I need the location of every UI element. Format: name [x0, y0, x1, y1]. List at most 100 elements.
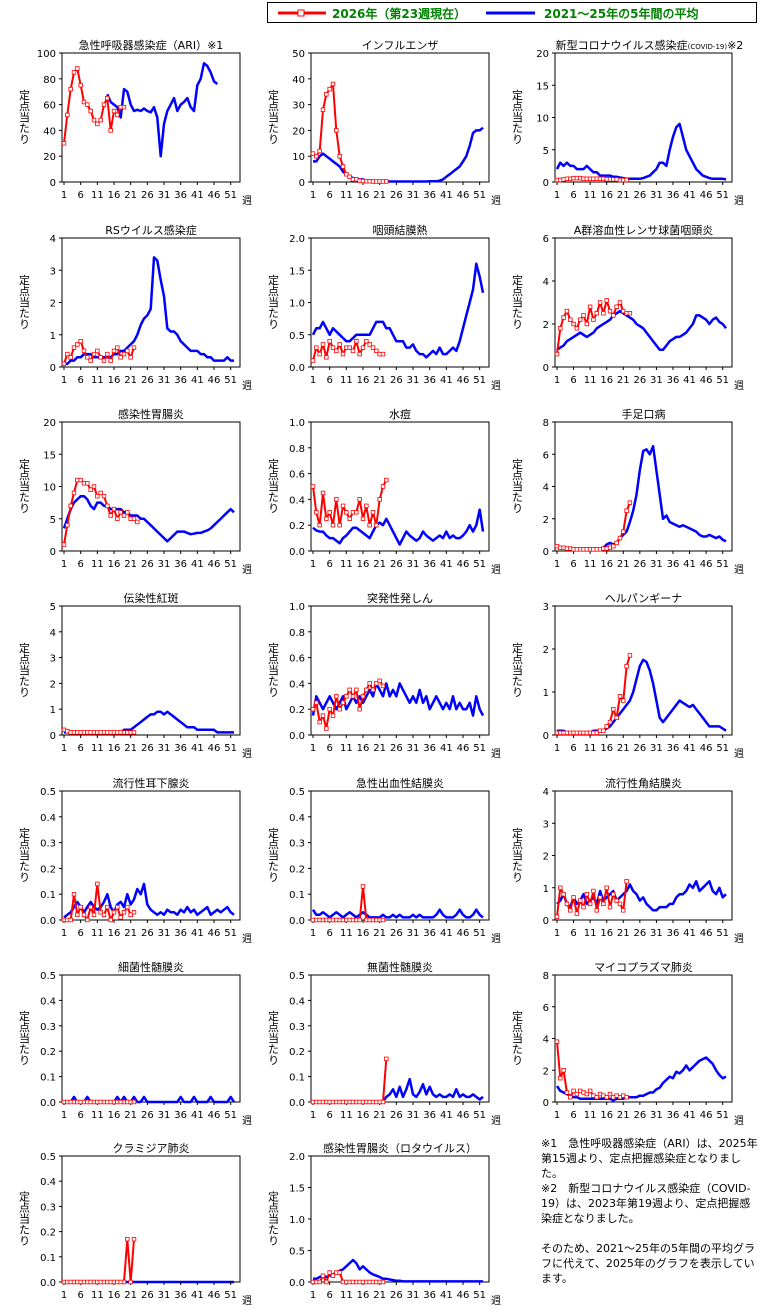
- data-point-2026: [128, 355, 133, 360]
- chart-legend: 2026年（第23週現在） 2021～25年の5年間の平均: [267, 2, 757, 23]
- data-point-2026: [314, 153, 319, 159]
- series-line-5yr-avg: [311, 908, 484, 919]
- data-point-2026: [324, 92, 329, 97]
- series-line-5yr-avg: [312, 508, 485, 546]
- x-tick-label: 16: [108, 190, 121, 201]
- y-tick-label: 2: [543, 515, 549, 526]
- y-tick-label: 0.4: [289, 495, 305, 506]
- data-point-2026: [337, 153, 342, 159]
- x-tick-label: 31: [158, 743, 171, 754]
- chart-title: 新型コロナウイルス感染症(COVID-19)※2: [556, 38, 744, 52]
- data-point-2026: [91, 351, 97, 357]
- data-point-2026: [101, 912, 107, 918]
- x-tick-label: 51: [224, 1110, 237, 1121]
- data-point-2026: [607, 1091, 613, 1097]
- x-tick-label: 21: [124, 1110, 137, 1121]
- x-axis-unit: 週: [491, 195, 501, 207]
- data-point-2026: [115, 904, 120, 910]
- y-tick-label: 0.0: [289, 916, 305, 927]
- data-point-2026: [115, 516, 120, 521]
- y-tick-label: 3: [543, 819, 549, 830]
- data-point-2026: [334, 694, 339, 699]
- data-point-2026: [611, 892, 616, 897]
- x-tick-label: 16: [357, 1110, 370, 1121]
- x-axis-unit: 週: [242, 564, 252, 576]
- y-tick-label: 0.5: [289, 971, 305, 982]
- x-tick-label: 6: [326, 559, 332, 570]
- data-point-2026: [65, 112, 70, 118]
- data-point-2026: [357, 707, 362, 712]
- data-point-2026: [101, 358, 107, 363]
- y-tick-label: 0.1: [289, 1073, 305, 1084]
- x-tick-label: 26: [390, 1110, 403, 1121]
- data-point-2026: [330, 713, 336, 718]
- y-tick-label: 2: [543, 1066, 549, 1077]
- x-tick-label: 31: [158, 1290, 171, 1301]
- data-point-2026: [564, 901, 570, 907]
- x-tick-label: 31: [650, 559, 663, 570]
- data-point-2026: [624, 177, 629, 183]
- x-tick-label: 26: [390, 743, 403, 754]
- y-tick-label: 6: [543, 234, 549, 245]
- data-point-2026: [95, 121, 100, 127]
- data-point-2026: [98, 910, 103, 915]
- x-axis-unit: 週: [242, 1115, 252, 1127]
- y-tick-label: 0.2: [40, 864, 56, 875]
- data-point-2026: [88, 487, 93, 492]
- y-tick-label: 0.1: [40, 1073, 56, 1084]
- data-point-2026: [340, 700, 346, 705]
- x-tick-label: 21: [617, 559, 630, 570]
- x-tick-label: 6: [326, 1290, 332, 1301]
- x-tick-label: 41: [683, 1110, 696, 1121]
- x-tick-label: 46: [208, 1110, 221, 1121]
- data-point-2026: [85, 355, 90, 360]
- data-point-2026: [320, 713, 326, 718]
- data-point-2026: [360, 345, 366, 350]
- y-tick-label: 20: [43, 418, 56, 429]
- data-point-2026: [131, 345, 137, 350]
- data-point-2026: [350, 348, 356, 354]
- chart-title: 無菌性髄膜炎: [367, 960, 433, 974]
- x-tick-label: 21: [373, 375, 386, 386]
- y-tick-label: 0: [543, 1098, 549, 1109]
- data-point-2026: [568, 1095, 573, 1100]
- y-tick-label: 0.3: [289, 1022, 305, 1033]
- x-tick-label: 26: [390, 1290, 403, 1301]
- x-tick-label: 11: [584, 190, 597, 201]
- x-tick-label: 46: [457, 190, 470, 201]
- y-axis-label: 定点当たり: [267, 273, 280, 329]
- y-tick-label: 0.2: [40, 1228, 56, 1239]
- data-point-2026: [320, 490, 326, 496]
- x-axis-unit: 週: [491, 1295, 501, 1307]
- y-tick-label: 0.3: [40, 839, 56, 850]
- x-tick-label: 31: [158, 375, 171, 386]
- data-point-2026: [81, 348, 87, 354]
- data-point-2026: [380, 351, 386, 357]
- y-tick-label: 8: [543, 971, 549, 982]
- x-tick-label: 51: [473, 743, 486, 754]
- data-point-2026: [95, 348, 100, 354]
- y-tick-label: 20: [43, 152, 56, 163]
- y-tick-label: 0.6: [289, 654, 305, 665]
- data-point-2026: [377, 678, 382, 684]
- data-point-2026: [334, 128, 339, 133]
- y-tick-label: 8: [543, 418, 549, 429]
- x-tick-label: 26: [141, 1290, 154, 1301]
- plot-area: [554, 974, 733, 1103]
- x-axis-unit: 週: [491, 748, 501, 760]
- data-point-2026: [85, 102, 90, 107]
- x-tick-label: 21: [373, 190, 386, 201]
- x-tick-label: 46: [700, 190, 713, 201]
- data-point-2026: [68, 86, 73, 92]
- data-point-2026: [587, 1088, 593, 1094]
- y-tick-label: 50: [292, 49, 305, 60]
- data-point-2026: [561, 315, 566, 320]
- x-tick-label: 11: [91, 375, 104, 386]
- y-tick-label: 6: [543, 450, 549, 461]
- series-line-5yr-avg: [106, 62, 219, 158]
- x-tick-label: 1: [310, 1290, 316, 1301]
- data-point-2026: [561, 1068, 566, 1073]
- y-tick-label: 1: [543, 884, 549, 895]
